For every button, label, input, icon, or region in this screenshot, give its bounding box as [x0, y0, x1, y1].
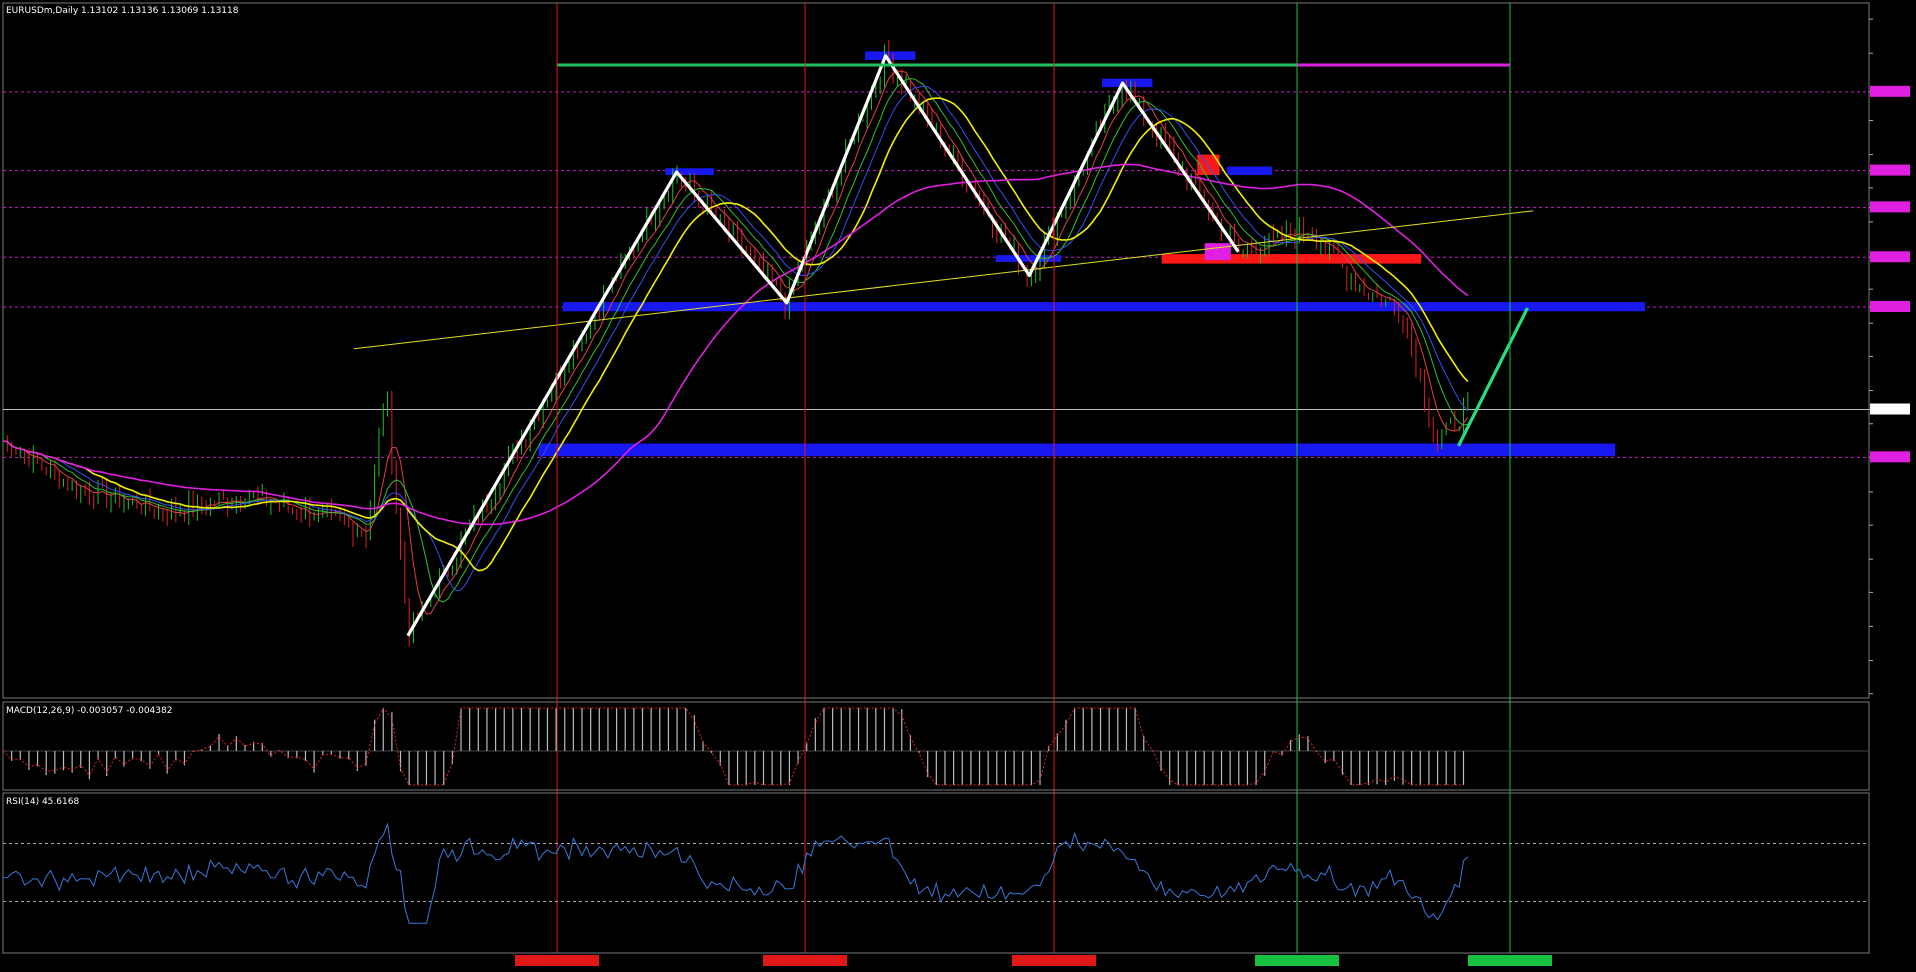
- vertical-marker-tag: [763, 955, 847, 966]
- marked-price-tag: [1870, 164, 1910, 176]
- rsi-panel: RSI(14) 45.6168: [2, 792, 1870, 954]
- zone-rect: [865, 51, 916, 60]
- marked-price-tag: [1870, 201, 1910, 213]
- zigzag-line: [406, 54, 1240, 637]
- marked-price-tag: [1870, 300, 1910, 312]
- macd-panel-frame: [2, 701, 1870, 791]
- zone-rect: [538, 443, 1616, 457]
- marked-price-tag: [1870, 251, 1910, 263]
- vertical-marker-tag: [1012, 955, 1096, 966]
- rsi-line: [2, 822, 1869, 924]
- zone-rect: [1227, 166, 1272, 176]
- rsi-panel-frame: [2, 792, 1870, 954]
- rsi-line-path: [2, 822, 1469, 924]
- ma-blue: [2, 85, 1469, 592]
- trendline-segment: [353, 210, 1534, 350]
- marked-price-tag: [1870, 85, 1910, 97]
- zone-rect: [665, 168, 714, 176]
- zone-rect: [1204, 243, 1231, 261]
- ma-magenta: [2, 163, 1469, 526]
- macd-panel: MACD(12,26,9) -0.003057 -0.004382: [2, 701, 1870, 791]
- macd-signal-line: [2, 707, 1464, 786]
- vertical-marker-tag: [515, 955, 599, 966]
- ma-green: [2, 78, 1468, 603]
- macd-label: MACD(12,26,9) -0.003057 -0.004382: [6, 706, 172, 716]
- moving-averages: [2, 70, 1469, 615]
- current-price-tag: [1870, 403, 1910, 415]
- vertical-marker-tag: [1255, 955, 1339, 966]
- macd-histogram: [2, 707, 1869, 786]
- ma-yellow: [2, 97, 1469, 572]
- price-scale: [1869, 18, 1910, 695]
- trendline: [353, 210, 1534, 350]
- zone-rect: [1161, 254, 1422, 264]
- vertical-marker-tag: [1468, 955, 1552, 966]
- vertical-markers: [515, 3, 1552, 966]
- zone-rect: [562, 302, 1646, 312]
- zigzag: [406, 54, 1529, 637]
- marked-price-tag: [1870, 451, 1910, 463]
- rsi-label: RSI(14) 45.6168: [6, 797, 79, 807]
- price-panel: EURUSDm,Daily 1.13102 1.13136 1.13069 1.…: [2, 2, 1870, 699]
- price-panel-frame: [2, 2, 1870, 699]
- zone-rect: [1102, 78, 1153, 88]
- symbol-label: EURUSDm,Daily 1.13102 1.13136 1.13069 1.…: [6, 6, 239, 16]
- projection-line: [1457, 307, 1529, 447]
